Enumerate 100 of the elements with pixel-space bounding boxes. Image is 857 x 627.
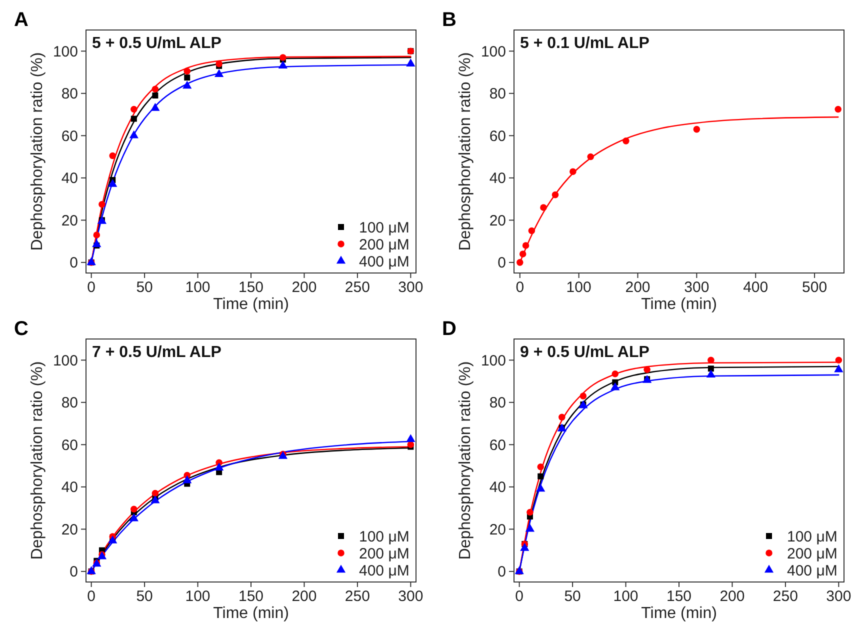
point [693, 126, 700, 133]
y-tick-label: 40 [61, 170, 78, 188]
point [580, 392, 587, 400]
x-axis-title: Time (min) [213, 296, 289, 313]
point [152, 490, 159, 497]
point [537, 463, 544, 470]
x-tick-label: 150 [238, 588, 264, 605]
y-axis-title: Dephosphorylation ratio (%) [457, 52, 474, 251]
y-tick-label: 20 [489, 521, 506, 538]
x-tick-label: 100 [566, 279, 592, 296]
point [184, 68, 191, 75]
y-axis-title: Dephosphorylation ratio (%) [457, 361, 474, 560]
point [184, 74, 190, 81]
text: C [14, 318, 28, 340]
point [150, 102, 160, 111]
point [610, 382, 620, 390]
point [612, 370, 619, 378]
x-tick-label: 500 [802, 279, 828, 296]
point [278, 60, 288, 69]
legend-label: 100 μM [359, 528, 410, 546]
x-tick-label: 300 [398, 588, 424, 605]
x-tick-label: 50 [136, 588, 153, 605]
point [622, 138, 630, 144]
point [706, 370, 716, 378]
point [525, 524, 535, 532]
point [93, 232, 100, 238]
chart-title: 9 + 0.5 U/mL ALP [520, 344, 650, 361]
point [407, 441, 414, 448]
text: B [442, 9, 456, 31]
y-axis-title: Dephosphorylation ratio (%) [29, 361, 46, 560]
x-axis-title: Time (min) [213, 605, 289, 622]
point [182, 80, 192, 89]
y-tick-label: 60 [489, 128, 506, 145]
legend-label: 200 μM [359, 545, 410, 562]
point [558, 414, 566, 421]
point [708, 366, 714, 372]
point [522, 242, 530, 249]
y-tick-label: 100 [480, 43, 506, 60]
x-tick-label: 0 [87, 588, 96, 605]
point [644, 366, 650, 374]
x-tick-label: 0 [516, 279, 524, 296]
point [834, 106, 842, 113]
x-tick-label: 400 [743, 279, 768, 296]
y-axis-title: Dephosphorylation ratio (%) [29, 52, 46, 251]
x-tick-label: 200 [625, 279, 650, 296]
legend-label: 400 μM [359, 253, 410, 270]
y-tick-label: 80 [61, 86, 78, 103]
point [216, 60, 222, 68]
x-tick-label: 0 [87, 279, 96, 296]
chart-title: 5 + 0.5 U/mL ALP [92, 35, 222, 52]
y-tick-label: 20 [61, 212, 78, 230]
y-tick-label: 100 [480, 352, 506, 370]
point [130, 116, 137, 122]
point [538, 473, 544, 480]
x-tick-label: 250 [772, 588, 798, 605]
chart-title: 7 + 0.5 U/mL ALP [92, 344, 222, 361]
point [130, 506, 138, 512]
legend-label: 100 μM [359, 219, 410, 236]
point [182, 475, 192, 484]
text: D [442, 318, 456, 340]
point [834, 364, 844, 372]
y-tick-label: 0 [70, 564, 78, 581]
point [540, 204, 547, 211]
point [536, 484, 546, 492]
y-tick-label: 80 [489, 86, 506, 103]
y-tick-label: 60 [489, 436, 506, 454]
x-tick-label: 300 [826, 588, 852, 605]
point [519, 250, 526, 258]
y-tick-label: 40 [489, 170, 506, 188]
x-tick-label: 0 [515, 588, 524, 605]
x-tick-label: 100 [613, 588, 638, 605]
legend-label: 400 μM [787, 562, 838, 580]
point [526, 508, 534, 516]
point [552, 191, 559, 198]
x-tick-label: 300 [398, 279, 424, 296]
point [520, 542, 530, 551]
point [528, 227, 536, 234]
x-tick-label: 150 [666, 588, 692, 605]
point [587, 153, 594, 160]
point [280, 54, 286, 61]
point [214, 69, 224, 78]
point [109, 152, 116, 160]
y-tick-label: 80 [489, 394, 506, 412]
x-tick-label: 50 [564, 588, 581, 605]
point [108, 178, 118, 187]
legend-label: 100 μM [787, 528, 838, 546]
y-tick-label: 0 [70, 254, 78, 272]
point [130, 106, 138, 113]
y-tick-label: 20 [489, 212, 506, 230]
point [214, 462, 224, 471]
point [108, 536, 118, 544]
x-tick-label: 50 [136, 279, 153, 296]
y-tick-label: 60 [61, 128, 78, 145]
point [152, 86, 159, 93]
text: A [14, 9, 28, 31]
x-tick-label: 250 [344, 588, 370, 605]
chart-title: 5 + 0.1 U/mL ALP [520, 35, 650, 52]
y-tick-label: 40 [489, 479, 506, 496]
legend-label: 400 μM [359, 562, 410, 580]
point [406, 58, 416, 66]
